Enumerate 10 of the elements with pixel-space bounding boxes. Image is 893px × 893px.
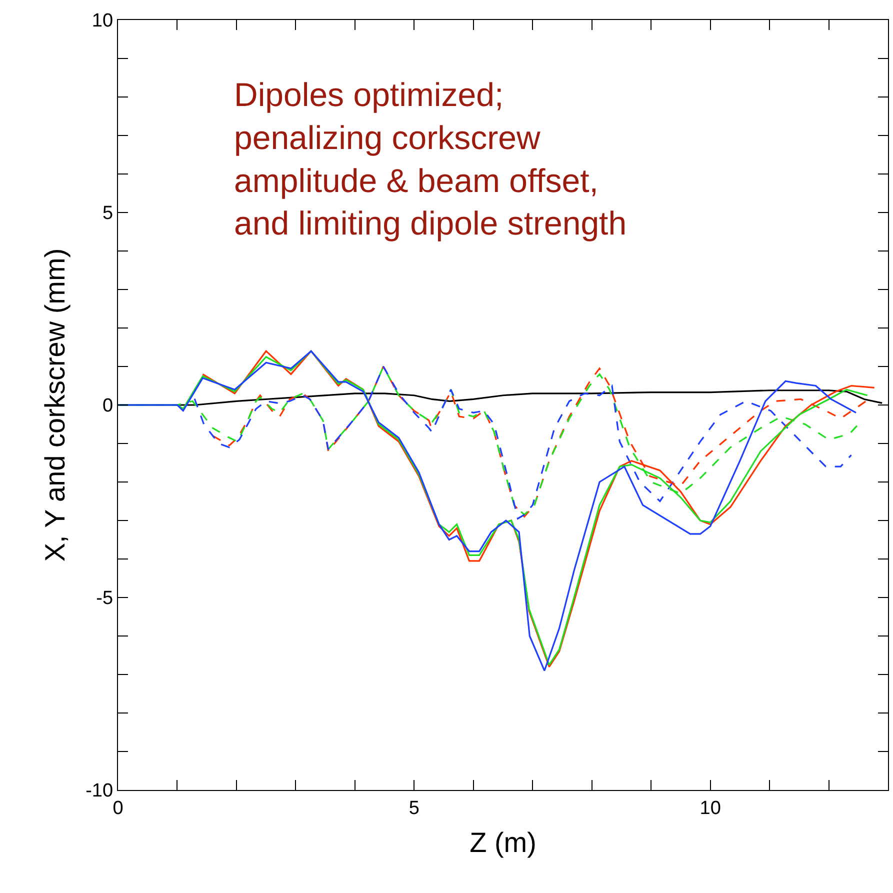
y-tick-label: -10 (86, 780, 114, 802)
x-axis-title: Z (m) (470, 827, 536, 858)
y-tick-label: -5 (96, 588, 114, 610)
x-tick-label: 10 (700, 798, 721, 819)
y-axis-title: X, Y and corkscrew (mm) (39, 248, 70, 562)
y-tick-label: 5 (102, 203, 114, 224)
annotation: Dipoles optimized; penalizing corkscrew amplitude & beam offset, and limiting dipole strength (234, 76, 627, 242)
y-tick-label: 0 (102, 396, 114, 417)
y-tick-label: 10 (92, 10, 114, 32)
x-tick-label: 5 (408, 798, 420, 819)
